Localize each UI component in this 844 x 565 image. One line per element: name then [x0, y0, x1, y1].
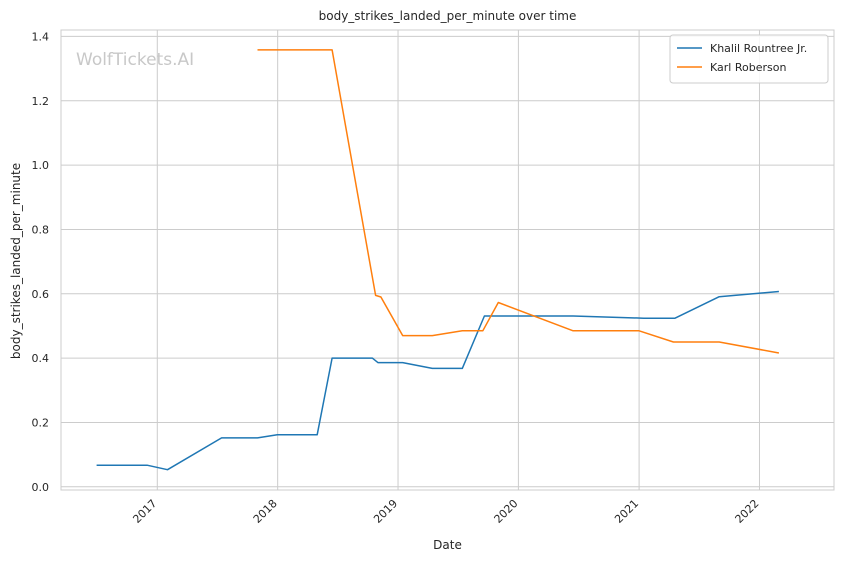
series: [96, 49, 780, 471]
chart-title: body_strikes_landed_per_minute over time: [319, 9, 577, 23]
legend-label: Karl Roberson: [710, 61, 786, 74]
y-axis-title: body_strikes_landed_per_minute: [9, 163, 23, 359]
y-tick-label: 0.4: [32, 352, 50, 365]
grid: [61, 30, 834, 490]
watermark: WolfTickets.AI: [76, 50, 194, 70]
y-tick-label: 0.8: [32, 223, 50, 236]
y-tick-label: 0.2: [32, 416, 50, 429]
series-line: [257, 49, 780, 354]
legend: Khalil Rountree Jr. Karl Roberson: [669, 34, 829, 84]
x-axis-title: Date: [433, 538, 462, 552]
y-tick-label: 0.6: [32, 288, 50, 301]
legend-label: Khalil Rountree Jr.: [710, 42, 807, 55]
plot-frame: [60, 29, 835, 491]
y-tick-label: 1.4: [32, 30, 50, 43]
series-line: [96, 290, 779, 471]
y-tick-label: 0.0: [32, 481, 50, 494]
legend-box: [669, 34, 829, 84]
y-tick-label: 1.2: [32, 95, 50, 108]
y-tick-label: 1.0: [32, 159, 50, 172]
